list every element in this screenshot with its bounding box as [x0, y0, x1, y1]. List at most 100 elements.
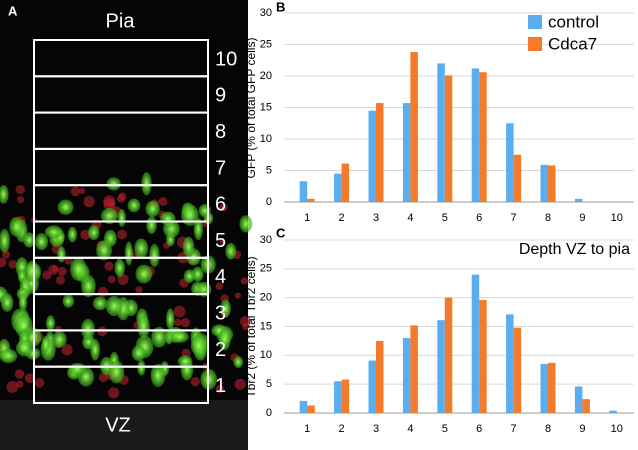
bar [368, 360, 376, 413]
cell [62, 294, 75, 308]
bin-label: 2 [215, 339, 226, 361]
cell [70, 257, 87, 281]
bar [540, 363, 548, 413]
cell [117, 209, 126, 227]
cell [88, 225, 100, 241]
cell [233, 356, 244, 369]
panel-label: B [276, 0, 285, 14]
cell [215, 384, 225, 393]
legend-swatch [528, 37, 542, 51]
bar [513, 154, 522, 202]
x-tick-label: 5 [442, 212, 448, 224]
cell [61, 344, 73, 356]
cell [182, 236, 195, 258]
cell [150, 363, 166, 387]
cell [117, 229, 127, 240]
y-tick-label: 0 [266, 407, 272, 419]
x-tick-label: 4 [407, 212, 413, 224]
bin-label: 9 [215, 85, 226, 107]
cell [234, 292, 242, 299]
cell [64, 256, 73, 265]
x-tick-label: 8 [545, 423, 551, 435]
y-tick-label: 10 [260, 349, 272, 361]
cell [219, 203, 228, 212]
cell [97, 326, 108, 337]
y-tick-label: 25 [260, 38, 272, 50]
cell [57, 199, 74, 215]
cell [100, 207, 118, 225]
cell [124, 241, 133, 266]
cell [81, 274, 96, 298]
cell [78, 187, 86, 195]
cell [215, 282, 223, 290]
cell [16, 380, 24, 388]
y-tick-label: 15 [260, 101, 272, 113]
x-tick-label: 6 [476, 423, 482, 435]
y-tick-label: 5 [266, 164, 272, 176]
cell [108, 387, 120, 399]
bar [471, 274, 480, 413]
cell [0, 293, 14, 312]
bar [574, 198, 583, 202]
cell [218, 327, 231, 351]
bin-label: 5 [215, 230, 226, 252]
cell [191, 266, 204, 282]
legend-label: Cdca7 [548, 34, 597, 53]
cell [0, 257, 7, 268]
bar [506, 123, 514, 202]
bar [574, 386, 583, 413]
bin-label: 4 [215, 266, 226, 288]
cell [23, 232, 36, 248]
vz-label: VZ [105, 414, 131, 436]
bin-label: 8 [215, 121, 226, 143]
bar [410, 325, 418, 413]
cell [81, 318, 95, 340]
bar [540, 164, 548, 202]
cell [52, 330, 67, 348]
bar [506, 314, 514, 413]
cell [198, 203, 211, 218]
x-tick-label: 8 [545, 212, 551, 224]
cell [145, 200, 160, 218]
y-tick-label: 10 [260, 133, 272, 145]
panel-label: C [276, 225, 286, 240]
cell [127, 198, 141, 213]
bar [299, 400, 308, 413]
bar [479, 72, 487, 202]
micrograph-base [0, 400, 248, 450]
x-tick-label: 9 [579, 212, 585, 224]
cell [68, 363, 87, 376]
cell [225, 242, 237, 260]
x-tick-label: 3 [373, 423, 379, 435]
x-tick-label: 1 [304, 423, 310, 435]
x-tick-label: 10 [611, 423, 623, 435]
cell [90, 338, 100, 361]
cell [193, 217, 203, 241]
y-tick-label: 15 [260, 320, 272, 332]
bar [437, 63, 445, 203]
bar [376, 103, 384, 202]
cell [163, 219, 180, 238]
cell [146, 216, 157, 234]
bin-label: 10 [215, 48, 237, 70]
bin-box [33, 39, 209, 78]
cell [166, 308, 175, 330]
bar [444, 75, 453, 202]
cell [35, 233, 49, 251]
bar [299, 181, 308, 202]
bar [513, 327, 522, 413]
cell [24, 373, 35, 384]
annotation: Depth VZ to pia [519, 241, 630, 258]
bar [437, 320, 445, 413]
y-tick-label: 20 [260, 292, 272, 304]
cell [0, 348, 18, 364]
cell [219, 238, 226, 245]
cell [134, 238, 149, 259]
cell [135, 264, 153, 284]
cell [92, 296, 108, 311]
bin-label: 1 [215, 375, 226, 397]
cell [103, 229, 117, 247]
cell [107, 275, 116, 284]
cell [239, 215, 253, 233]
